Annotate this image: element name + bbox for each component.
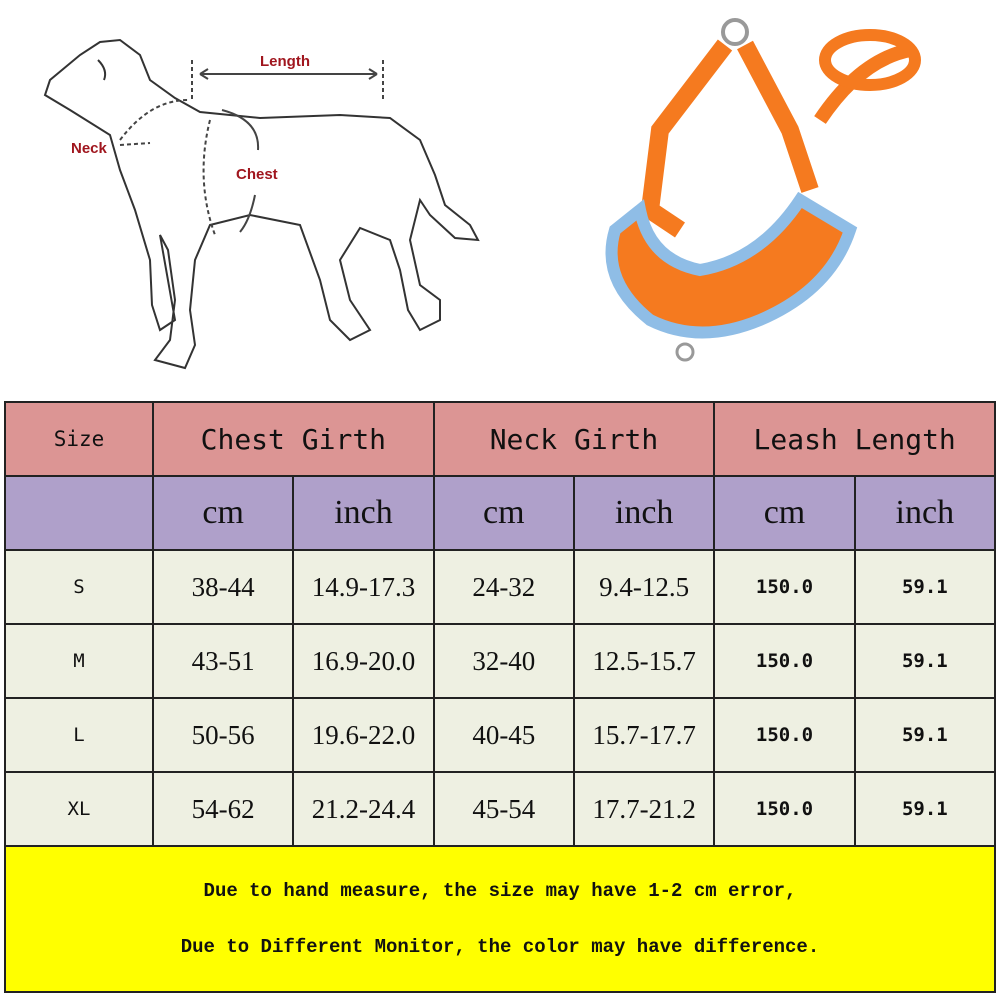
- size-cell: XL: [4, 771, 154, 847]
- chest-cm-cell: 54-62: [151, 771, 295, 847]
- harness-image: [605, 18, 921, 362]
- dog-outline: [43, 38, 480, 370]
- unit-cell: cm: [713, 475, 856, 551]
- unit-cell: cm: [151, 475, 295, 551]
- chest-inch-cell: 16.9-20.0: [292, 623, 435, 699]
- header-leash-length: Leash Length: [713, 401, 996, 477]
- measurement-guides: [119, 60, 384, 236]
- size-cell: L: [4, 697, 154, 773]
- chest-cm-cell: 50-56: [151, 697, 295, 773]
- neck-inch-cell: 9.4-12.5: [572, 549, 716, 625]
- unit-cell: inch: [292, 475, 435, 551]
- leash-inch-cell: 59.1: [853, 623, 997, 699]
- leash-cm-cell: 150.0: [713, 771, 856, 847]
- size-cell: M: [4, 623, 154, 699]
- neck-cm-cell: 45-54: [432, 771, 575, 847]
- unit-cell: inch: [572, 475, 716, 551]
- size-chart-table: Size Chest Girth Neck Girth Leash Length…: [4, 401, 997, 993]
- note-line: Due to Different Monitor, the color may …: [180, 936, 820, 958]
- leash-inch-cell: 59.1: [853, 549, 997, 625]
- note-line: Due to hand measure, the size may have 1…: [203, 880, 797, 902]
- neck-inch-cell: 17.7-21.2: [572, 771, 716, 847]
- illustration-area: [43, 18, 921, 370]
- table-row: XL 54-62 21.2-24.4 45-54 17.7-21.2 150.0…: [4, 771, 997, 847]
- unit-row: cm inch cm inch cm inch: [4, 475, 997, 551]
- neck-cm-cell: 32-40: [432, 623, 575, 699]
- table-row: L 50-56 19.6-22.0 40-45 15.7-17.7 150.0 …: [4, 697, 997, 773]
- neck-inch-cell: 12.5-15.7: [572, 623, 716, 699]
- unit-blank: [4, 475, 154, 551]
- leash-cm-cell: 150.0: [713, 623, 856, 699]
- leash-inch-cell: 59.1: [853, 771, 997, 847]
- leash-inch-cell: 59.1: [853, 697, 997, 773]
- neck-cm-cell: 24-32: [432, 549, 575, 625]
- header-neck-girth: Neck Girth: [432, 401, 716, 477]
- header-chest-girth: Chest Girth: [152, 401, 435, 477]
- chest-inch-cell: 21.2-24.4: [292, 771, 435, 847]
- chest-label: Chest: [236, 166, 278, 183]
- unit-cell: inch: [853, 475, 997, 551]
- table-row: S 38-44 14.9-17.3 24-32 9.4-12.5 150.0 5…: [4, 549, 997, 625]
- header-row: Size Chest Girth Neck Girth Leash Length: [4, 401, 996, 477]
- neck-cm-cell: 40-45: [432, 697, 575, 773]
- leash-cm-cell: 150.0: [713, 549, 856, 625]
- neck-label: Neck: [71, 140, 107, 157]
- chest-inch-cell: 14.9-17.3: [292, 549, 435, 625]
- header-size: Size: [4, 401, 154, 477]
- length-label: Length: [260, 53, 310, 70]
- chest-inch-cell: 19.6-22.0: [292, 697, 435, 773]
- chest-cm-cell: 38-44: [151, 549, 295, 625]
- table-row: M 43-51 16.9-20.0 32-40 12.5-15.7 150.0 …: [4, 623, 997, 699]
- note-row: Due to hand measure, the size may have 1…: [4, 845, 996, 993]
- unit-cell: cm: [432, 475, 575, 551]
- note-cell: Due to hand measure, the size may have 1…: [4, 845, 996, 993]
- size-cell: S: [4, 549, 154, 625]
- chest-cm-cell: 43-51: [151, 623, 295, 699]
- neck-inch-cell: 15.7-17.7: [572, 697, 716, 773]
- leash-cm-cell: 150.0: [713, 697, 856, 773]
